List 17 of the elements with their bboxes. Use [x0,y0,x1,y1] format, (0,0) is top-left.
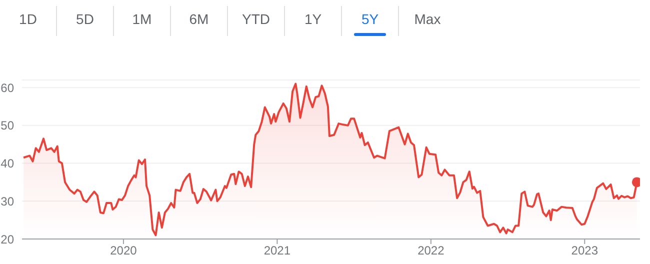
text: 1Y [285,6,342,36]
y-tick-label: 40 [0,156,14,171]
text: 5Y [342,6,399,36]
text: Max [413,10,442,29]
text: 5D [57,6,114,36]
x-tick-label: 2023 [571,244,598,258]
x-tick-label: 2020 [110,244,138,258]
text: 1D [0,6,57,36]
y-tick-label: 30 [0,194,14,208]
text: 1M [114,6,171,36]
y-tick-label: 20 [0,232,14,246]
x-tick-label: 2022 [418,244,445,258]
y-tick-label: 60 [0,80,14,95]
y-tick-label: 50 [0,118,14,133]
text: YTD [228,6,285,36]
text: 6M [171,6,228,36]
x-tick-label: 2021 [264,244,291,258]
